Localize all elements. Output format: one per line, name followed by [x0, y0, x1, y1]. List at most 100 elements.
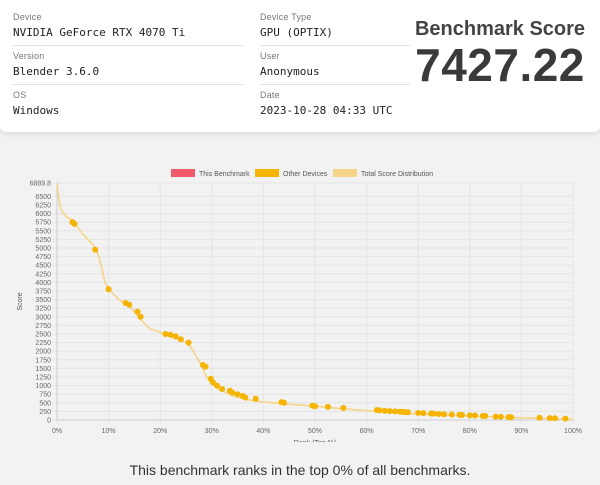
- y-tick-label: 1500: [35, 366, 51, 373]
- y-tick-label: 5750: [35, 220, 51, 227]
- other-device-point: [492, 413, 499, 420]
- y-tick-label: 6889.8: [30, 181, 52, 188]
- date-label: Date: [260, 90, 280, 100]
- y-axis-title: Score: [17, 292, 24, 310]
- other-device-point: [340, 405, 347, 411]
- x-tick-label: 10%: [102, 428, 116, 435]
- other-device-point: [381, 407, 388, 414]
- rank-summary-text: This benchmark ranks in the top 0% of al…: [129, 462, 471, 478]
- user-value: Anonymous: [260, 65, 320, 78]
- y-tick-label: 5250: [35, 237, 51, 244]
- device-type-field: Device Type GPU (OPTIX): [260, 12, 410, 46]
- other-device-point: [404, 409, 411, 416]
- other-device-point: [281, 399, 287, 406]
- other-device-point: [482, 413, 489, 419]
- y-tick-label: 6500: [35, 194, 51, 201]
- other-device-point: [126, 301, 133, 308]
- legend-label: Total Score Distribution: [361, 171, 433, 178]
- y-tick-label: 1250: [35, 375, 51, 382]
- other-device-point: [536, 414, 543, 421]
- user-field: User Anonymous: [260, 51, 410, 85]
- other-device-point: [162, 331, 169, 337]
- divider: [260, 45, 410, 46]
- y-tick-label: 5000: [35, 246, 51, 253]
- y-tick-label: 750: [39, 392, 51, 399]
- other-device-point: [441, 411, 447, 418]
- device-type-value: GPU (OPTIX): [260, 26, 333, 39]
- y-tick-label: 6000: [35, 211, 51, 218]
- other-device-point: [252, 395, 259, 402]
- other-device-point: [459, 412, 466, 418]
- other-device-point: [177, 336, 184, 343]
- x-tick-label: 90%: [514, 428, 528, 435]
- benchmark-info-card: Device NVIDIA GeForce RTX 4070 Ti Versio…: [0, 0, 600, 132]
- other-device-point: [392, 408, 398, 415]
- y-tick-label: 2500: [35, 332, 51, 339]
- x-tick-label: 40%: [256, 428, 270, 435]
- y-tick-label: 2250: [35, 340, 51, 347]
- os-value: Windows: [13, 104, 60, 117]
- user-label: User: [260, 51, 280, 61]
- other-device-point: [562, 415, 569, 422]
- version-label: Version: [13, 51, 45, 61]
- other-device-point: [435, 411, 442, 417]
- y-tick-label: 3000: [35, 314, 51, 321]
- score-distribution-chart: 0% 10% 20% 30% 40% 50% 60% 70% 80% 90% 100% 0 250 500…: [0, 152, 600, 447]
- other-device-point: [466, 412, 473, 419]
- x-tick-label: 70%: [411, 428, 425, 435]
- other-device-point: [214, 382, 220, 389]
- x-axis-title: Rank (Top %): [294, 440, 336, 442]
- version-value: Blender 3.6.0: [13, 65, 100, 78]
- other-device-point: [420, 410, 427, 417]
- other-device-point: [430, 410, 437, 417]
- x-tick-label: 60%: [360, 428, 374, 435]
- other-device-point: [172, 333, 179, 340]
- other-device-point: [219, 386, 226, 392]
- other-device-point: [185, 339, 192, 346]
- other-device-point: [242, 394, 249, 401]
- x-tick-label: 80%: [463, 428, 477, 435]
- other-device-point: [71, 220, 78, 227]
- y-tick-label: 250: [39, 409, 51, 416]
- y-tick-label: 3500: [35, 297, 51, 304]
- other-device-point: [546, 415, 553, 422]
- device-type-label: Device Type: [260, 12, 312, 22]
- legend-swatch: [171, 169, 195, 177]
- divider: [13, 45, 243, 46]
- legend-label: This Benchmark: [199, 171, 250, 178]
- x-tick-label: 20%: [153, 428, 167, 435]
- other-device-point: [497, 413, 504, 420]
- other-device-point: [324, 403, 331, 410]
- other-device-point: [202, 363, 209, 370]
- y-tick-label: 4750: [35, 254, 51, 261]
- y-tick-label: 2000: [35, 349, 51, 356]
- other-device-point: [376, 407, 383, 414]
- other-device-point: [209, 379, 216, 386]
- y-tick-label: 3750: [35, 289, 51, 296]
- device-label: Device: [13, 12, 42, 22]
- other-device-point: [229, 389, 236, 396]
- version-field: Version Blender 3.6.0: [13, 51, 243, 85]
- y-tick-label: 500: [39, 400, 51, 407]
- y-tick-label: 4500: [35, 263, 51, 270]
- device-value: NVIDIA GeForce RTX 4070 Ti: [13, 26, 186, 39]
- os-field: OS Windows: [13, 90, 243, 117]
- y-tick-label: 0: [47, 418, 51, 425]
- x-tick-label: 30%: [205, 428, 219, 435]
- y-tick-label: 4000: [35, 280, 51, 287]
- divider: [260, 84, 410, 85]
- other-device-point: [386, 408, 393, 415]
- device-field: Device NVIDIA GeForce RTX 4070 Ti: [13, 12, 243, 46]
- score-title: Benchmark Score: [414, 18, 586, 40]
- other-device-point: [92, 246, 99, 253]
- other-device-point: [234, 391, 241, 398]
- y-tick-label: 2750: [35, 323, 51, 330]
- date-value: 2023-10-28 04:33 UTC: [260, 104, 393, 117]
- y-tick-label: 1750: [35, 357, 51, 364]
- other-device-point: [105, 286, 112, 293]
- other-device-point: [137, 313, 144, 320]
- legend-label: Other Devices: [283, 171, 328, 178]
- other-device-point: [415, 409, 422, 416]
- divider: [13, 84, 243, 85]
- os-label: OS: [13, 90, 27, 100]
